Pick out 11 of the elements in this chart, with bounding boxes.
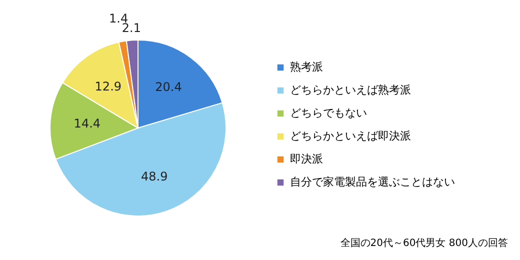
data-label: 14.4 [74,116,101,130]
legend-label: 熟考派 [290,60,323,74]
legend-label: 即決派 [290,152,323,166]
data-label: 48.9 [141,169,168,184]
data-label: 20.4 [155,80,182,94]
data-label: 12.9 [94,80,122,94]
legend-label: どちらかといえば即決派 [290,130,411,142]
legend-label: 自分で家電製品を選ぶことはない [290,176,455,188]
text: 全国の20代～60代男女 800人の回答 [340,237,508,249]
legend-label: どちらかといえば熟考派 [290,84,411,96]
legend-label: どちらでもない [290,106,367,120]
